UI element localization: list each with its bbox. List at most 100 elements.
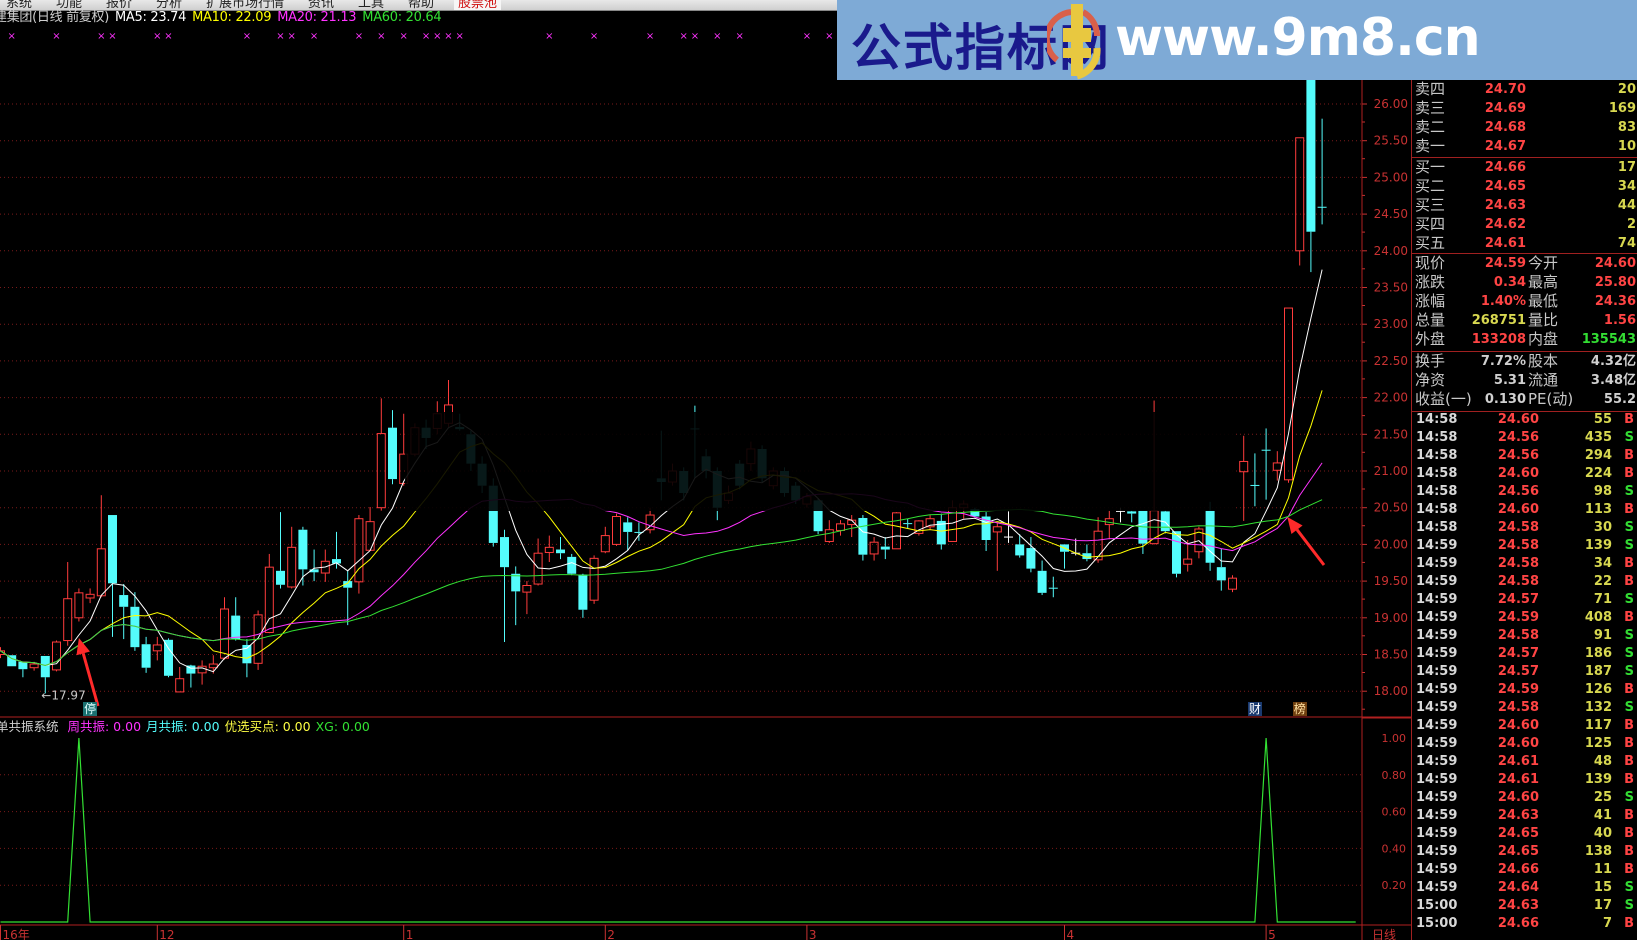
candle-body bbox=[7, 655, 17, 667]
orderbook-volume: 74 bbox=[1617, 236, 1636, 251]
orderbook-row[interactable]: 买五 24.61 74 bbox=[1412, 234, 1637, 253]
trade-time: 14:59 bbox=[1416, 592, 1458, 607]
trade-row[interactable]: 15:00 24.66 7 B bbox=[1412, 915, 1637, 933]
trade-volume: 408 bbox=[1584, 610, 1612, 625]
orderbook-row[interactable]: 买三 24.63 44 bbox=[1412, 196, 1637, 215]
candle bbox=[1250, 453, 1260, 507]
candle-body bbox=[130, 606, 140, 648]
halt-marker[interactable]: 停 bbox=[83, 702, 98, 716]
price-tick-label: 18.50 bbox=[1374, 648, 1408, 662]
trade-row[interactable]: 14:59 24.57 186 S bbox=[1412, 645, 1637, 663]
trade-row[interactable]: 14:59 24.65 138 B bbox=[1412, 843, 1637, 861]
trade-row[interactable]: 14:59 24.63 41 B bbox=[1412, 807, 1637, 825]
watermark-banner: 公式指标网 www.9m8.cn bbox=[837, 0, 1637, 80]
candle bbox=[578, 573, 588, 618]
trade-row[interactable]: 14:58 24.56 294 B bbox=[1412, 447, 1637, 465]
signal-mark-icon: × bbox=[108, 31, 116, 42]
kline-chart[interactable]: 26.00 25.50 25.00 24.50 24.00 23.50 23.00 22.50… bbox=[0, 0, 1411, 940]
trade-volume: 11 bbox=[1593, 862, 1612, 877]
candle-body bbox=[836, 523, 845, 531]
price-tick-label: 25.00 bbox=[1374, 170, 1408, 184]
indicator-tick-label: 0.20 bbox=[1382, 879, 1407, 892]
trade-row[interactable]: 14:59 24.59 126 B bbox=[1412, 681, 1637, 699]
trade-row[interactable]: 14:58 24.60 113 B bbox=[1412, 501, 1637, 519]
trade-volume: 25 bbox=[1593, 790, 1612, 805]
trade-time: 14:59 bbox=[1416, 736, 1458, 751]
candle bbox=[500, 529, 509, 643]
trade-volume: 139 bbox=[1584, 772, 1612, 787]
finance-marker[interactable]: 财 bbox=[1247, 702, 1262, 716]
indicator-tick-label: 0.40 bbox=[1382, 842, 1407, 855]
trade-row[interactable]: 14:58 24.58 30 S bbox=[1412, 519, 1637, 537]
menu-item[interactable]: 报价 bbox=[106, 0, 133, 11]
trade-row[interactable]: 14:59 24.60 125 B bbox=[1412, 735, 1637, 753]
price-tick-label: 19.00 bbox=[1374, 611, 1408, 625]
trade-row[interactable]: 14:58 24.56 98 S bbox=[1412, 483, 1637, 501]
menu-item[interactable]: 工具 bbox=[358, 0, 385, 11]
candle-body bbox=[141, 644, 151, 668]
orderbook-volume: 20 bbox=[1617, 82, 1636, 97]
stock-title: 建集团(日线 前复权) bbox=[0, 10, 109, 25]
orderbook-row[interactable]: 卖二 24.68 83 bbox=[1412, 118, 1637, 137]
candle bbox=[119, 584, 129, 640]
menu-item[interactable]: 扩展市场行情 bbox=[206, 0, 285, 11]
menu-item[interactable]: 分析 bbox=[156, 0, 183, 11]
menu-item[interactable]: 功能 bbox=[56, 0, 83, 11]
orderbook-row[interactable]: 卖四 24.70 20 bbox=[1412, 80, 1637, 99]
list-marker[interactable]: 榜 bbox=[1292, 702, 1307, 716]
signal-mark-icon: × bbox=[310, 31, 318, 42]
candle bbox=[164, 638, 173, 678]
menu-item[interactable]: 系统 bbox=[6, 0, 33, 11]
trade-row[interactable]: 14:59 24.58 34 B bbox=[1412, 555, 1637, 573]
trade-row[interactable]: 15:00 24.63 17 S bbox=[1412, 897, 1637, 915]
trade-row[interactable]: 14:59 24.60 25 S bbox=[1412, 789, 1637, 807]
trade-price: 24.58 bbox=[1497, 556, 1539, 571]
trade-volume: 40 bbox=[1593, 826, 1612, 841]
trade-side: B bbox=[1624, 772, 1634, 787]
trade-row[interactable]: 14:59 24.61 48 B bbox=[1412, 753, 1637, 771]
trade-row[interactable]: 14:59 24.57 71 S bbox=[1412, 591, 1637, 609]
candle bbox=[52, 640, 61, 672]
trade-time: 14:59 bbox=[1416, 826, 1458, 841]
menu-item[interactable]: 资讯 bbox=[308, 0, 335, 11]
orderbook-row[interactable]: 卖一 24.67 10 bbox=[1412, 137, 1637, 156]
signal-mark-icon: × bbox=[825, 31, 833, 42]
trade-row[interactable]: 14:59 24.66 11 B bbox=[1412, 861, 1637, 879]
price-tick-label: 22.00 bbox=[1374, 391, 1408, 405]
orderbook-volume: 34 bbox=[1617, 179, 1636, 194]
trade-row[interactable]: 14:59 24.58 132 S bbox=[1412, 699, 1637, 717]
trade-side: S bbox=[1624, 520, 1634, 535]
trade-row[interactable]: 14:58 24.56 435 S bbox=[1412, 429, 1637, 447]
fundamental-label: 股本 bbox=[1528, 352, 1559, 370]
menu-item[interactable]: 帮助 bbox=[408, 0, 435, 11]
candle bbox=[7, 655, 17, 667]
quote-value: 135543 bbox=[1581, 332, 1636, 347]
candle-body bbox=[1295, 137, 1305, 252]
trade-row[interactable]: 14:58 24.60 224 B bbox=[1412, 465, 1637, 483]
date-label: 1 bbox=[406, 928, 414, 940]
orderbook-row[interactable]: 卖三 24.69 169 bbox=[1412, 99, 1637, 118]
candle bbox=[612, 513, 621, 546]
orderbook-row[interactable]: 买一 24.66 17 bbox=[1412, 158, 1637, 177]
trade-row[interactable]: 14:59 24.61 139 B bbox=[1412, 771, 1637, 789]
candle bbox=[1104, 510, 1114, 540]
trade-row[interactable]: 14:58 24.60 55 B bbox=[1412, 411, 1637, 429]
trade-row[interactable]: 14:59 24.59 408 B bbox=[1412, 609, 1637, 627]
orderbook-row[interactable]: 买四 24.62 2 bbox=[1412, 215, 1637, 234]
candle-body bbox=[1284, 307, 1293, 481]
trade-row[interactable]: 14:59 24.58 91 S bbox=[1412, 627, 1637, 645]
indicator-tick-label: 1.00 bbox=[1382, 732, 1407, 745]
candle-body bbox=[152, 644, 162, 652]
ma10-value: MA10: 22.09 bbox=[192, 10, 272, 25]
trade-row[interactable]: 14:59 24.58 139 S bbox=[1412, 537, 1637, 555]
trade-row[interactable]: 14:59 24.58 22 B bbox=[1412, 573, 1637, 591]
trade-price: 24.64 bbox=[1497, 880, 1539, 895]
price-tick-label: 23.50 bbox=[1374, 281, 1408, 295]
trade-row[interactable]: 14:59 24.64 15 S bbox=[1412, 879, 1637, 897]
orderbook-row[interactable]: 买二 24.65 34 bbox=[1412, 177, 1637, 196]
trade-row[interactable]: 14:59 24.65 40 B bbox=[1412, 825, 1637, 843]
trade-row[interactable]: 14:59 24.57 187 S bbox=[1412, 663, 1637, 681]
trade-time: 14:59 bbox=[1416, 610, 1458, 625]
trade-row[interactable]: 14:59 24.60 117 B bbox=[1412, 717, 1637, 735]
menu-stock-pool[interactable]: 股票池 bbox=[454, 0, 502, 10]
